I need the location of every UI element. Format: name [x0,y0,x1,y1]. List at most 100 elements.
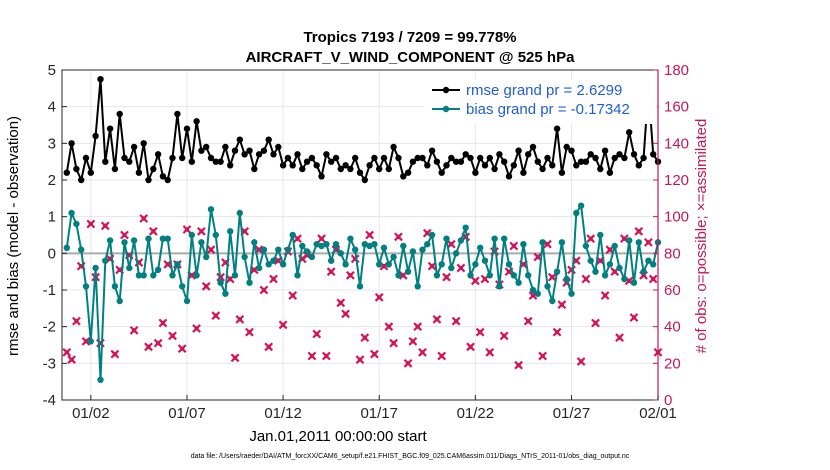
bias-point [236,209,243,217]
bias-point [275,246,282,253]
obs-count-dot [391,340,396,346]
obs-count-point [86,219,96,229]
obs-count-dot [588,236,593,241]
obs-count-point [418,347,427,357]
bias-point [222,290,229,297]
rmse-point [520,169,527,176]
bias-point [63,244,70,251]
bias-point [640,268,647,275]
bias-point [443,235,450,242]
obs-count-point [120,230,129,240]
rmse-point [529,143,537,151]
obs-count-point [394,232,403,242]
bias-point [477,244,484,251]
obs-count-dot [189,273,194,278]
rmse-point [347,165,354,173]
rmse-point [227,162,234,169]
obs-count-point [427,261,437,271]
obs-count-point [211,311,221,321]
right-tick-label: 100 [664,209,689,226]
obs-count-dot [155,340,161,346]
rmse-point [78,176,85,184]
obs-count-point [557,300,567,310]
obs-count-point [100,221,110,231]
rmse-point [106,125,114,132]
bias-point [371,241,378,248]
obs-count-point [201,281,211,291]
obs-count-point [581,274,591,284]
left-tick-label: 5 [48,62,56,79]
bias-point [390,253,397,261]
rmse-point [577,158,585,165]
rmse-point [337,165,344,173]
rmse-point [472,169,479,176]
rmse-point [318,173,325,180]
obs-count-dot [74,318,79,324]
bias-point [433,272,441,279]
obs-count-point [235,314,245,324]
bias-point [140,272,147,279]
obs-count-dot [223,260,228,265]
rmse-point [251,165,258,173]
right-tick-label: 0 [664,392,672,409]
right-tick-label: 20 [664,355,681,372]
rmse-point [111,165,119,173]
x-tick-label: 01/02 [72,405,110,422]
rmse-point [217,158,224,165]
obs-count-dot [83,339,89,344]
bias-point [452,250,460,257]
rmse-point [265,136,272,143]
rmse-point [505,173,513,180]
obs-count-point [547,272,557,282]
bias-point [601,272,609,279]
rmse-point [611,154,618,162]
obs-count-point [62,347,72,357]
bias-point [111,283,119,290]
rmse-point [92,132,99,140]
rmse-point [313,162,320,169]
bias-point [270,257,277,264]
obs-count-dot [434,317,440,322]
rmse-point [135,169,143,176]
bias-point [294,272,301,279]
bias-point [342,261,349,268]
rmse-point [145,176,152,184]
rmse-point [236,136,243,143]
obs-count-dot [501,333,507,339]
obs-count-dot [228,276,233,282]
obs-count-dot [160,320,166,326]
bias-point [611,242,618,250]
rmse-point [400,173,407,180]
bias-point [409,248,417,255]
obs-count-point [110,349,120,359]
rmse-point [193,118,200,125]
obs-count-dot [122,232,127,238]
rmse-point [270,151,277,158]
bias-point [265,261,272,268]
obs-count-dot [309,353,315,359]
bias-point [352,246,359,253]
rmse-point [443,162,450,169]
bias-point [428,231,436,239]
bias-point [164,235,171,242]
right-tick-label: 140 [664,135,689,152]
obs-count-dot [194,326,199,331]
bias-point [376,261,383,268]
left-tick-label: -3 [43,355,56,372]
bias-point [260,246,268,253]
obs-count-point [81,336,91,346]
rmse-point [159,173,167,180]
bias-point [174,261,181,268]
bias-point [193,272,200,279]
obs-count-dot [511,243,517,249]
bias-point [198,239,205,246]
right-tick-label: 80 [664,245,681,262]
rmse-point [616,151,623,158]
data-file-footer: data file: /Users/raeder/DAI/ATM_forcXX/… [191,453,630,460]
obs-count-point [288,291,298,300]
bias-point [255,264,263,272]
right-tick-label: 120 [664,172,689,189]
x-tick-label: 01/17 [360,405,398,422]
obs-count-dot [420,350,425,355]
rmse-point [630,151,638,158]
